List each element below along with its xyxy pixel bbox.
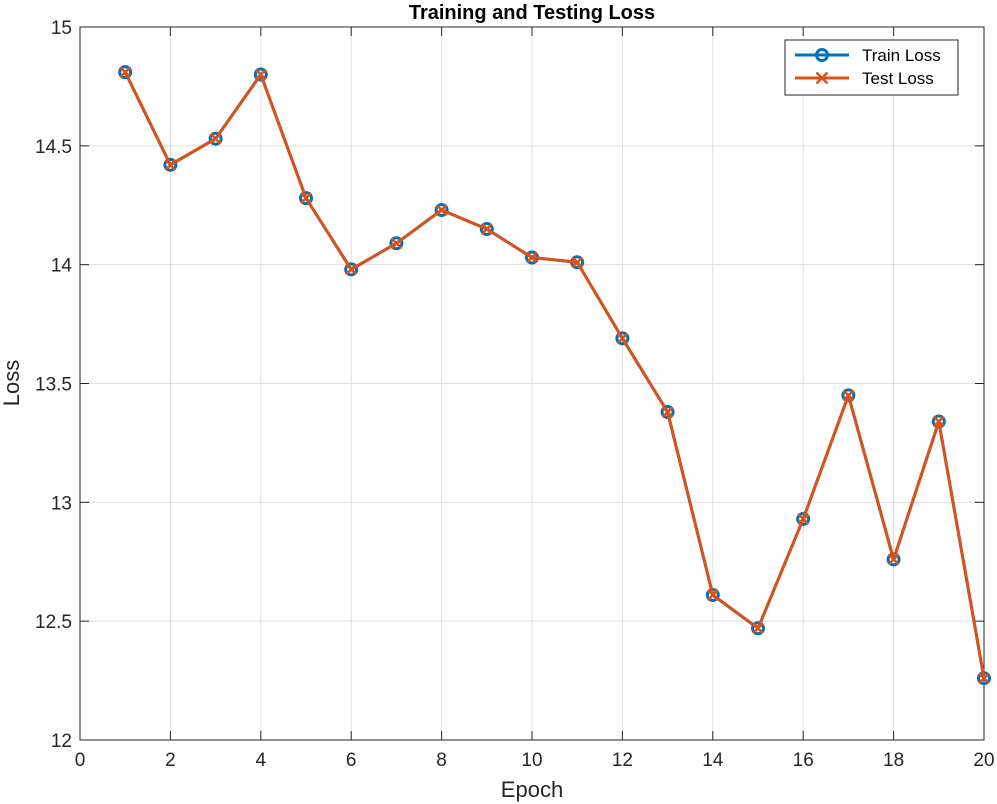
x-tick-label: 8 xyxy=(436,750,447,771)
axis-labels: 0 2 4 6 8 10 12 14 16 18 20 12 12.5 13 13.5 14 14.5 15 xyxy=(35,18,995,771)
test-loss-point xyxy=(119,66,132,79)
test-loss-point xyxy=(435,204,448,216)
chart-title: Training and Testing Loss xyxy=(409,2,655,24)
test-loss-point xyxy=(300,192,312,205)
x-tick-label: 20 xyxy=(973,750,994,771)
train-loss-point xyxy=(615,331,630,346)
x-tick-label: 16 xyxy=(793,750,814,771)
test-loss-point xyxy=(254,68,267,81)
legend-label-test: Test Loss xyxy=(862,69,934,88)
x-tick-label: 10 xyxy=(521,750,542,771)
x-tick-label: 4 xyxy=(256,750,267,771)
test-loss-point xyxy=(480,223,493,235)
y-tick-label: 15 xyxy=(51,18,72,39)
x-tick-label: 2 xyxy=(165,750,176,771)
x-tick-label: 6 xyxy=(346,750,357,771)
test-loss-point xyxy=(797,513,810,525)
y-tick-label: 14.5 xyxy=(35,137,72,158)
x-axis-label: Epoch xyxy=(501,777,563,802)
test-loss-point xyxy=(526,251,538,264)
x-tick-label: 12 xyxy=(612,750,633,771)
test-loss-line xyxy=(123,71,986,679)
y-tick-label: 13.5 xyxy=(35,375,72,396)
train-loss-point xyxy=(751,621,765,636)
test-loss-point xyxy=(616,332,629,345)
test-loss-point xyxy=(887,553,900,566)
train-loss-point xyxy=(118,65,133,80)
y-tick-label: 12 xyxy=(51,731,72,752)
test-loss-point xyxy=(752,622,764,635)
test-loss-point xyxy=(345,263,358,276)
train-loss-point xyxy=(163,157,178,172)
axis-ticks xyxy=(79,26,985,741)
train-loss-point xyxy=(389,236,404,251)
x-tick-label: 0 xyxy=(75,750,86,771)
legend-label-train: Train Loss xyxy=(862,46,941,65)
x-tick-label: 14 xyxy=(702,750,724,771)
test-loss-point xyxy=(164,158,177,171)
train-loss-point xyxy=(344,262,359,277)
y-tick-label: 13 xyxy=(51,493,72,514)
test-loss-point xyxy=(978,672,990,685)
y-tick-label: 12.5 xyxy=(35,612,72,633)
test-loss-point xyxy=(932,415,945,428)
series-layer xyxy=(118,65,991,686)
train-loss-point xyxy=(208,131,223,146)
test-loss-point xyxy=(661,406,674,418)
y-axis-label: Loss xyxy=(0,360,24,406)
train-loss-point xyxy=(796,511,811,526)
legend-marker-test xyxy=(815,71,829,85)
x-tick-label: 18 xyxy=(883,750,904,771)
train-loss-point xyxy=(479,222,494,237)
train-loss-point xyxy=(299,191,313,206)
legend-box xyxy=(784,39,959,96)
train-loss-point xyxy=(253,67,268,82)
test-loss-point xyxy=(571,256,584,269)
legend-marker-train xyxy=(815,48,829,62)
test-loss-point xyxy=(209,132,222,145)
test-loss-point xyxy=(390,237,403,250)
test-loss-point xyxy=(842,389,855,402)
test-loss-point xyxy=(706,589,719,601)
train-loss-point xyxy=(434,203,449,218)
legend: Train Loss Test Loss xyxy=(784,39,959,96)
y-tick-label: 14 xyxy=(51,256,73,277)
